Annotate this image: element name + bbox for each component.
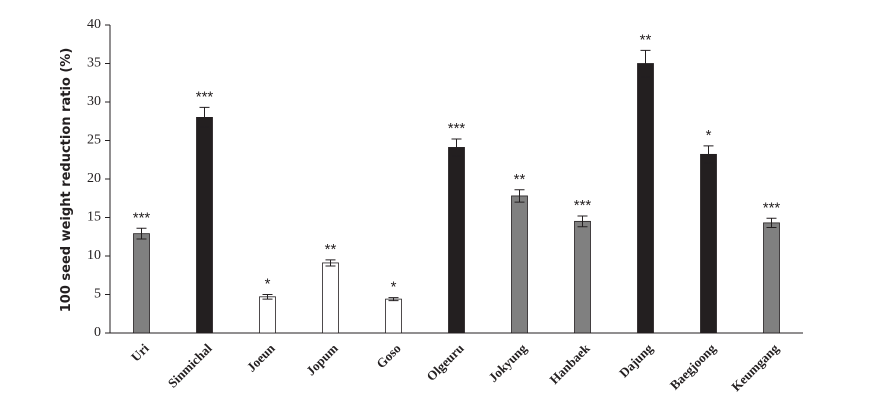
y-tick-label: 25 bbox=[87, 133, 101, 148]
error-bar bbox=[136, 227, 147, 240]
y-tick-label: 35 bbox=[87, 56, 101, 71]
error-bar bbox=[703, 145, 714, 164]
y-tick-label: 0 bbox=[94, 325, 101, 340]
y-axis-label: 100 seed weight reduction ratio (%) bbox=[59, 48, 74, 313]
error-bar bbox=[199, 106, 210, 128]
significance-label: *** bbox=[763, 199, 781, 216]
error-bar bbox=[640, 49, 651, 78]
error-bar bbox=[766, 217, 777, 229]
significance-label: *** bbox=[448, 120, 466, 137]
bar bbox=[700, 153, 717, 334]
x-tick-label: Joeun bbox=[244, 340, 279, 375]
x-tick-label: Jokyung bbox=[485, 340, 530, 385]
bar bbox=[196, 117, 213, 334]
error-bar bbox=[451, 138, 462, 157]
bar bbox=[322, 262, 339, 334]
bar bbox=[385, 298, 402, 334]
bar bbox=[448, 147, 465, 334]
significance-label: ** bbox=[514, 171, 526, 188]
bar bbox=[511, 195, 528, 334]
significance-label: *** bbox=[133, 209, 151, 226]
x-tick-label: Hanbaek bbox=[546, 340, 593, 387]
error-bar bbox=[514, 189, 525, 203]
y-tick-label: 20 bbox=[87, 171, 101, 186]
significance-label: *** bbox=[574, 197, 592, 214]
x-tick-label: Dajung bbox=[616, 340, 656, 380]
y-tick-label: 5 bbox=[94, 287, 101, 302]
bar bbox=[763, 222, 780, 334]
bar bbox=[133, 233, 150, 334]
error-bar bbox=[262, 294, 273, 300]
x-tick-label: Keumgang bbox=[728, 340, 782, 394]
x-tick-label: Olgeuru bbox=[423, 341, 466, 384]
bar bbox=[259, 296, 276, 334]
x-tick-label: Uri bbox=[128, 340, 152, 364]
bar bbox=[637, 63, 654, 334]
y-tick-label: 10 bbox=[87, 248, 101, 263]
y-tick-label: 30 bbox=[87, 94, 101, 109]
y-tick-label: 40 bbox=[87, 17, 101, 32]
significance-label: ** bbox=[640, 31, 652, 48]
error-bar bbox=[388, 297, 399, 302]
error-bar bbox=[325, 259, 336, 267]
significance-label: * bbox=[706, 127, 712, 144]
significance-label: * bbox=[265, 276, 271, 293]
significance-label: ** bbox=[325, 241, 337, 258]
x-tick-label: Baegjoong bbox=[667, 340, 719, 392]
x-tick-label: Sinmichal bbox=[165, 340, 215, 390]
x-tick-label: Goso bbox=[373, 341, 404, 372]
bar bbox=[574, 220, 591, 334]
y-tick-label: 15 bbox=[87, 210, 101, 225]
x-tick-label: Jopum bbox=[303, 341, 341, 379]
significance-label: * bbox=[391, 279, 397, 296]
significance-label: *** bbox=[196, 88, 214, 105]
error-bar bbox=[577, 215, 588, 228]
